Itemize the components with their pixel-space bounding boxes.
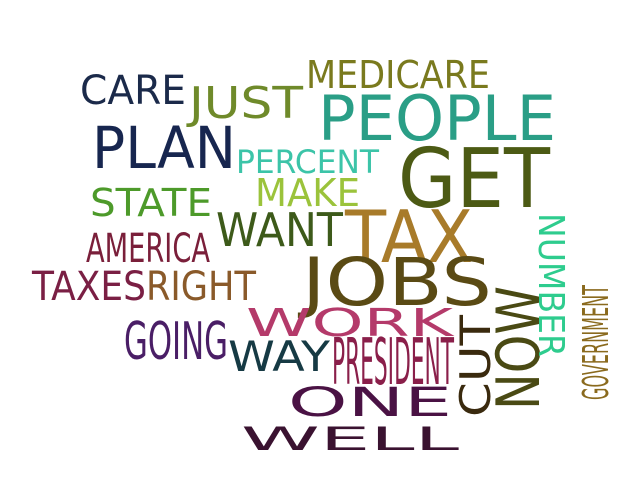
word-well: CUT (451, 315, 500, 417)
word-tax: TAX (344, 195, 473, 279)
word-cut: PRESIDENT (332, 326, 454, 400)
word-just: JUST (186, 78, 304, 129)
word-number: ONE (288, 380, 452, 426)
word-work: GOVERNMENT (576, 285, 617, 400)
word-one: NOW (484, 286, 554, 410)
word-get: GET (398, 132, 551, 227)
word-way: GOING (124, 312, 228, 372)
word-plan: PLAN (92, 114, 236, 182)
word-going: JOBS (297, 244, 492, 321)
word-make: MAKE (255, 171, 360, 215)
word-now: WAY (228, 332, 330, 381)
word-president: WORK (246, 301, 455, 345)
word-state: STATE (90, 181, 212, 225)
word-america: NUMBER (530, 213, 571, 357)
word-people: PEOPLE (318, 82, 556, 155)
word-medicare: MEDICARE (306, 53, 490, 97)
word-care: CARE (80, 68, 186, 114)
word-taxes: AMERICA (86, 226, 210, 272)
word-percent: PERCENT (236, 143, 379, 181)
word-government: WELL (241, 420, 459, 458)
word-want: WANT (216, 203, 344, 257)
word-right: TAXES (31, 264, 146, 310)
word-jobs: RIGHT (146, 264, 256, 310)
